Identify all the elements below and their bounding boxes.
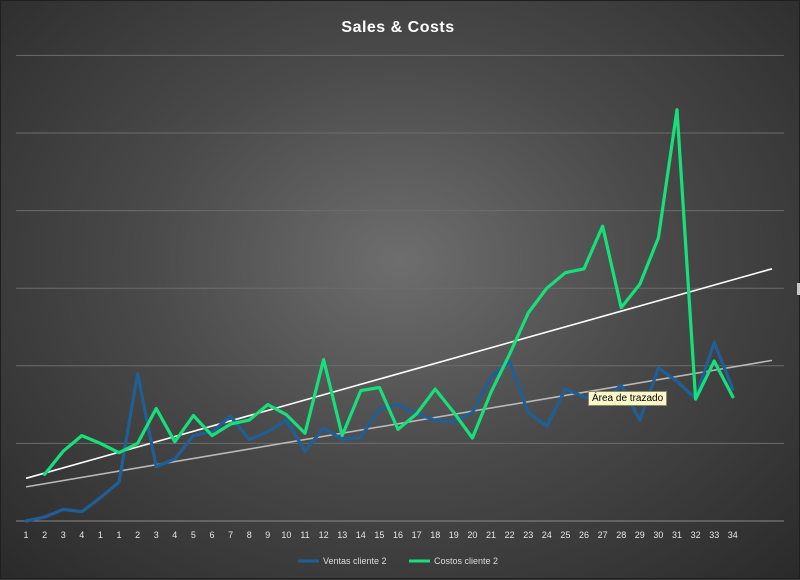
x-tick-label: 24 — [542, 530, 552, 540]
x-tick-label: 30 — [653, 530, 663, 540]
x-tick-label: 3 — [154, 530, 159, 540]
x-tick-label: 11 — [300, 530, 309, 540]
x-tick-label: 7 — [228, 530, 233, 540]
x-tick-label: 9 — [265, 530, 270, 540]
x-tick-label: 3 — [61, 530, 66, 540]
x-tick-label: 31 — [672, 530, 682, 540]
x-tick-label: 8 — [247, 530, 252, 540]
x-tick-label: 19 — [449, 530, 459, 540]
x-tick-label: 27 — [598, 530, 608, 540]
x-tick-label: 21 — [486, 530, 496, 540]
x-tick-label: 26 — [579, 530, 589, 540]
x-tick-label: 15 — [374, 530, 384, 540]
x-tick-label: 18 — [430, 530, 440, 540]
x-tick-label: 29 — [635, 530, 645, 540]
x-tick-label: 14 — [356, 530, 366, 540]
legend-label: Ventas cliente 2 — [323, 556, 387, 566]
legend[interactable]: Ventas cliente 2 Costos cliente 2 — [298, 556, 498, 566]
chart-title: Sales & Costs — [341, 19, 454, 36]
plot-area-tooltip: Área de trazado — [588, 391, 668, 406]
x-tick-label: 28 — [616, 530, 626, 540]
x-tick-label: 1 — [116, 530, 121, 540]
x-tick-label: 20 — [467, 530, 477, 540]
x-tick-label: 12 — [319, 530, 329, 540]
x-tick-label: 1 — [23, 530, 28, 540]
x-tick-label: 33 — [709, 530, 719, 540]
x-tick-label: 2 — [42, 530, 47, 540]
x-tick-label: 32 — [691, 530, 701, 540]
legend-label: Costos cliente 2 — [434, 556, 498, 566]
x-tick-label: 4 — [79, 530, 84, 540]
x-tick-label: 13 — [337, 530, 347, 540]
x-tick-label: 22 — [505, 530, 515, 540]
x-tick-label: 1 — [98, 530, 103, 540]
resize-handle[interactable] — [797, 283, 800, 295]
x-tick-label: 6 — [209, 530, 214, 540]
gridlines — [16, 54, 784, 522]
series-lines — [24, 108, 735, 523]
x-axis: 1 2 3 4 1 1 2 3 4 5 6 7 8 9 10 11 12 13 14 15 16 17 18 19 20 21 22… — [23, 530, 737, 540]
x-tick-label: 17 — [412, 530, 422, 540]
series-line — [24, 340, 735, 523]
trendline — [25, 359, 773, 488]
series-line — [43, 108, 735, 476]
x-tick-label: 2 — [135, 530, 140, 540]
x-tick-label: 16 — [393, 530, 403, 540]
x-tick-label: 4 — [172, 530, 177, 540]
x-tick-label: 34 — [728, 530, 738, 540]
x-tick-label: 23 — [523, 530, 533, 540]
x-tick-label: 5 — [191, 530, 196, 540]
x-tick-label: 25 — [560, 530, 570, 540]
x-tick-label: 10 — [281, 530, 291, 540]
